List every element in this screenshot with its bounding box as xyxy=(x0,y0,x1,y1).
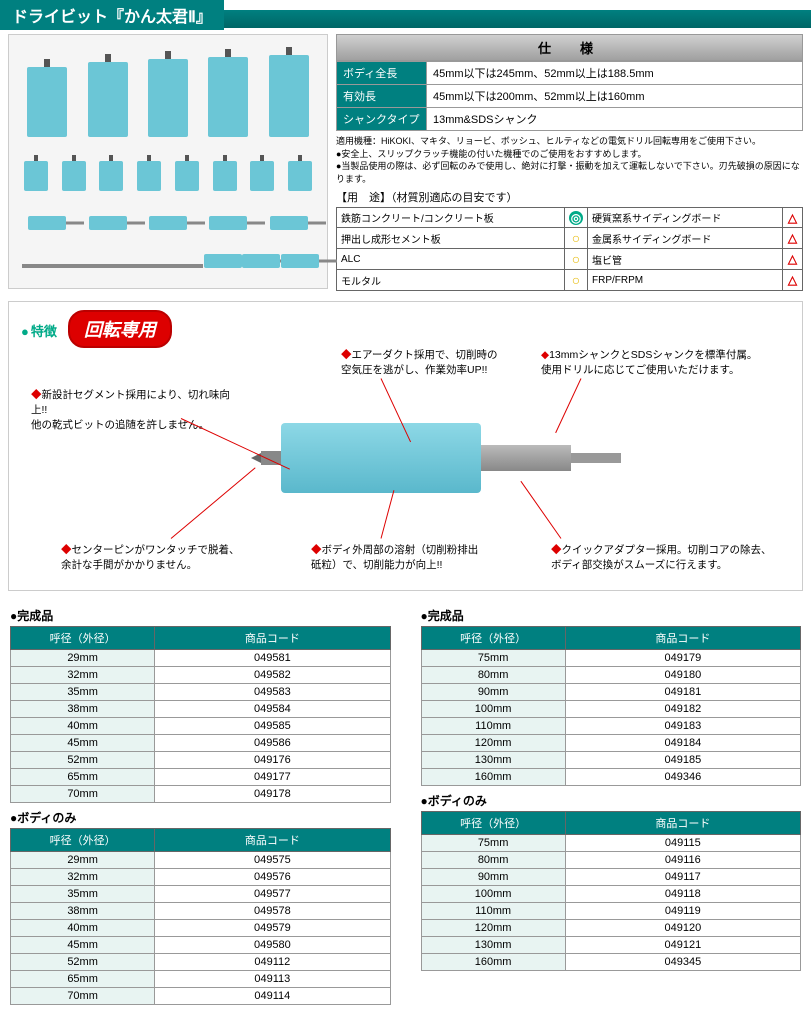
features-box: 特徴 回転専用 ◆新設計セグメント採用により、切れ味向上!! 他の乾式ビットの追… xyxy=(8,301,803,591)
product-image xyxy=(8,34,328,289)
complete-table-right: 呼径（外径）商品コード75mm04917980mm04918090mm04918… xyxy=(421,626,802,786)
complete-title-2: 完成品 xyxy=(421,607,802,624)
callout-6: ◆クイックアダプター採用。切削コアの除去、 ボディ部交換がスムーズに行えます。 xyxy=(551,543,791,572)
drill-diagram xyxy=(241,403,581,513)
title-bar: ドライビット『かん太君Ⅱ』 xyxy=(0,0,811,28)
callout-2: ◆エアーダクト採用で、切削時の 空気圧を逃がし、作業効率UP!! xyxy=(341,348,511,377)
usage-header: 【用 途】（材質別適応の目安です） xyxy=(336,189,803,205)
spec-header: 仕 様 xyxy=(336,34,803,61)
body-title-1: ボディのみ xyxy=(10,809,391,826)
page-title: ドライビット『かん太君Ⅱ』 xyxy=(0,0,224,30)
callout-4: ◆センターピンがワンタッチで脱着、 余計な手間がかかりません。 xyxy=(61,543,261,572)
body-table-left: 呼径（外径）商品コード29mm04957532mm04957635mm04957… xyxy=(10,828,391,1005)
spec-table: ボディ全長45mm以下は245mm、52mm以上は188.5mm 有効長45mm… xyxy=(336,61,803,131)
callout-1: ◆新設計セグメント採用により、切れ味向上!! 他の乾式ビットの追随を許しません。 xyxy=(31,388,231,432)
rotation-badge: 回転専用 xyxy=(68,310,172,348)
spec-notes: 適用機種：HiKOKI、マキタ、リョービ、ボッシュ、ヒルティなどの電気ドリル回転… xyxy=(336,135,803,185)
complete-title-1: 完成品 xyxy=(10,607,391,624)
body-table-right: 呼径（外径）商品コード75mm04911580mm04911690mm04911… xyxy=(421,811,802,971)
callout-3: ◆13mmシャンクとSDSシャンクを標準付属。 使用ドリルに応じてご使用いただけ… xyxy=(541,348,781,377)
features-title: 特徴 xyxy=(21,324,57,339)
callout-5: ◆ボディ外周部の溶射（切削粉排出 砥粒）で、切削能力が向上!! xyxy=(311,543,511,572)
usage-table: 鉄筋コンクリート/コンクリート板◎硬質窯系サイディングボード△押出し成形セメント… xyxy=(336,207,803,291)
complete-table-left: 呼径（外径）商品コード29mm04958132mm04958235mm04958… xyxy=(10,626,391,803)
body-title-2: ボディのみ xyxy=(421,792,802,809)
